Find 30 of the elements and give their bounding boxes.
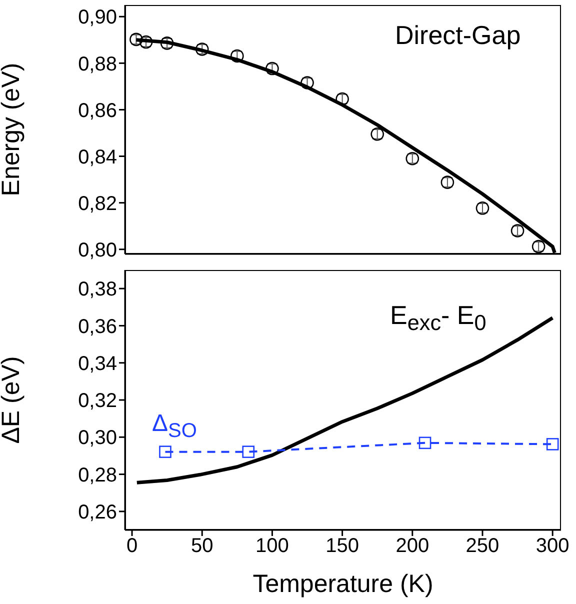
x-tick-label: 50: [190, 535, 214, 558]
point: [418, 436, 432, 450]
point: [242, 446, 255, 458]
x-tick-label: 150: [326, 535, 359, 558]
y-axis-title: Energy (eV): [0, 62, 25, 196]
x-axis-title: Temperature (K): [252, 570, 434, 598]
y-tick-label: 0,30: [78, 427, 117, 450]
y-tick-label: 0,36: [78, 316, 117, 338]
series-label: Δ$_{SO}$: [152, 410, 197, 443]
series-label: E$_{exc}$- E$_{0}$: [390, 300, 486, 336]
x-tick-label: 100: [256, 535, 289, 558]
y-tick-label: 0,28: [78, 464, 117, 486]
annotation: Direct-Gap: [395, 20, 521, 51]
x-tick-label: 200: [396, 535, 430, 558]
y-tick-label: 0,86: [78, 100, 117, 122]
y-tick-label: 0,84: [78, 146, 117, 168]
y-tick-label: 0,34: [78, 352, 117, 375]
y-tick-label: 0,82: [78, 192, 117, 215]
y-tick-label: 0,80: [78, 239, 117, 262]
x-tick-label: 0: [126, 535, 138, 558]
y-tick-label: 0,26: [78, 502, 117, 524]
y-axis-title: ΔE (eV): [0, 356, 25, 444]
y-tick-label: 0,32: [78, 390, 117, 412]
point: [546, 438, 559, 450]
x-tick-label: 300: [536, 535, 570, 558]
x-tick-label: 250: [466, 535, 500, 558]
y-tick-label: 0,88: [78, 53, 117, 76]
y-tick-label: 0,38: [78, 278, 117, 301]
point: [159, 446, 172, 458]
y-tick-label: 0,90: [78, 6, 117, 29]
